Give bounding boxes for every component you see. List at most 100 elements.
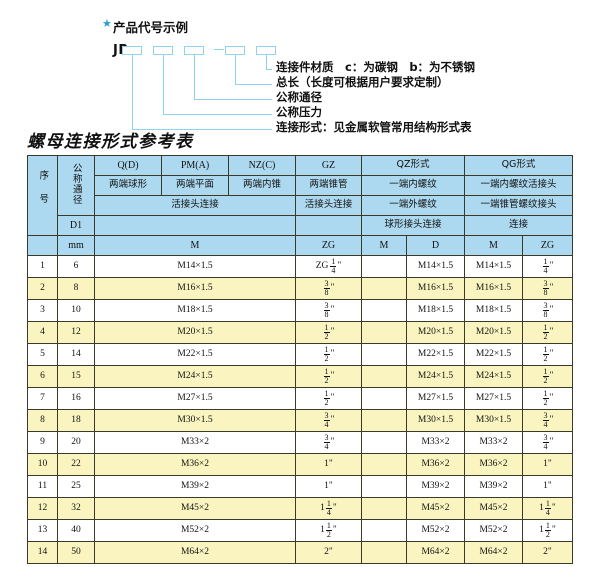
cell-qg-m: M18×1.5 — [464, 299, 523, 322]
header-conn-left: 活接头连接 — [94, 195, 296, 216]
cell-seq: 13 — [27, 519, 58, 542]
cell-qz-m — [361, 299, 407, 322]
leader-line-v-2 — [235, 55, 236, 84]
table-row: 8 18 M30×1.5 3 4 " M30×1.5 M30×1.5 3 4 " — [27, 409, 573, 432]
cell-qg-m: M45×2 — [464, 497, 523, 520]
header-qg-desc2: 一端锥管螺纹接头 — [464, 195, 573, 216]
page-title: 螺母连接形式参考表 — [27, 132, 194, 152]
code-note-conn-type: 连接形式：见金属软管常用结构形式表 — [276, 120, 472, 134]
cell-bore: 15 — [57, 365, 95, 388]
cell-bore: 6 — [57, 255, 95, 278]
header-desc-nzc: 两端内锥 — [228, 175, 296, 196]
cell-gz: 3 4 " — [295, 409, 362, 432]
cell-seq: 7 — [27, 387, 58, 410]
cell-qg-zg: 3 8 " — [522, 277, 573, 300]
code-box-5 — [256, 46, 276, 55]
cell-seq: 14 — [27, 541, 58, 564]
cell-qz-d: M64×2 — [406, 541, 465, 564]
header-seq-blank — [27, 235, 58, 256]
cell-qg-m: M39×2 — [464, 475, 523, 498]
header-desc-qz: 一端内螺纹 — [361, 175, 465, 196]
cell-qz-d: M39×2 — [406, 475, 465, 498]
cell-qg-zg: 3 8 " — [522, 299, 573, 322]
cell-seq: 12 — [27, 497, 58, 520]
table-row: 5 14 M22×1.5 1 2 " M22×1.5 M22×1.5 1 2 " — [27, 343, 573, 366]
cell-gz: 1 2 " — [295, 387, 362, 410]
cell-bore: 22 — [57, 453, 95, 476]
cell-qz-d: M24×1.5 — [406, 365, 465, 388]
cell-seq: 11 — [27, 475, 58, 498]
header-qg-zg: ZG — [522, 235, 573, 256]
header-bore: 公称通径 — [57, 155, 95, 216]
table-row: 4 12 M20×1.5 1 2 " M20×1.5 M20×1.5 1 2 " — [27, 321, 573, 344]
cell-bore: 40 — [57, 519, 95, 542]
header-row-d1: D1 球形接头连接 连接 — [28, 215, 573, 236]
code-box-2 — [153, 46, 173, 55]
table-row: 13 40 M52×2 1 1 2 " M52×2 M52×2 1 1 2 " — [27, 519, 573, 542]
cell-seq: 6 — [27, 365, 58, 388]
cell-thread-m: M27×1.5 — [94, 387, 296, 410]
cell-bore: 32 — [57, 497, 95, 520]
leader-line-h-4 — [163, 114, 272, 115]
header-group-qg: QG形式 — [464, 155, 573, 176]
header-desc-pma: 两端平面 — [161, 175, 229, 196]
cell-thread-m: M45×2 — [94, 497, 296, 520]
cell-gz: 3 8 " — [295, 277, 362, 300]
table-row: 10 22 M36×2 1" M36×2 M36×2 1" — [27, 453, 573, 476]
table-row: 3 10 M18×1.5 3 8 " M18×1.5 M18×1.5 3 8 " — [27, 299, 573, 322]
cell-seq: 1 — [27, 255, 58, 278]
cell-bore: 25 — [57, 475, 95, 498]
cell-gz: 3 4 " — [295, 431, 362, 454]
cell-seq: 3 — [27, 299, 58, 322]
cell-qg-m: M36×2 — [464, 453, 523, 476]
cell-qg-m: M33×2 — [464, 431, 523, 454]
cell-thread-m: M14×1.5 — [94, 255, 296, 278]
header-row-units: mm M ZG M D M ZG — [27, 235, 573, 256]
cell-qz-d: M45×2 — [406, 497, 465, 520]
cell-bore: 16 — [57, 387, 95, 410]
leader-line-h-5 — [132, 129, 272, 130]
cell-qg-m: M20×1.5 — [464, 321, 523, 344]
table-row: 6 15 M24×1.5 1 2 " M24×1.5 M24×1.5 1 2 " — [27, 365, 573, 388]
cell-qg-m: M14×1.5 — [464, 255, 523, 278]
table-row: 11 25 M39×2 1" M39×2 M39×2 1" — [27, 475, 573, 498]
cell-bore: 50 — [57, 541, 95, 564]
cell-qg-zg: 1 2 " — [522, 343, 573, 366]
header-desc-qg: 一端内螺纹活接头 — [464, 175, 573, 196]
table-row: 2 8 M16×1.5 3 8 " M16×1.5 M16×1.5 3 8 " — [27, 277, 573, 300]
cell-thread-m: M22×1.5 — [94, 343, 296, 366]
cell-bore: 10 — [57, 299, 95, 322]
header-group-pma: PM(A) — [161, 155, 229, 176]
cell-bore: 20 — [57, 431, 95, 454]
header-qz-m: M — [361, 235, 407, 256]
cell-thread-m: M64×2 — [94, 541, 296, 564]
cell-seq: 5 — [27, 343, 58, 366]
cell-gz: ZG 1 4 " — [295, 255, 362, 278]
code-box-4 — [225, 46, 245, 55]
leader-line-h-2 — [235, 84, 272, 85]
cell-qz-d: M16×1.5 — [406, 277, 465, 300]
cell-qg-m: M16×1.5 — [464, 277, 523, 300]
cell-qg-zg: 3 4 " — [522, 431, 573, 454]
header-qz-desc3: 球形接头连接 — [361, 215, 465, 236]
header-seq: 序号 — [27, 155, 58, 236]
leader-line-v-4 — [163, 55, 164, 114]
cell-gz: 3 8 " — [295, 299, 362, 322]
leader-line-h-3 — [194, 99, 272, 100]
cell-qz-d: M22×1.5 — [406, 343, 465, 366]
cell-thread-m: M33×2 — [94, 431, 296, 454]
header-bore-sub: D1 — [57, 215, 95, 236]
header-blank-left — [94, 215, 296, 236]
header-row-desc1: 两端球形 两端平面 两端内锥 两端锥管 一端内螺纹 一端内螺纹活接头 — [28, 175, 573, 196]
cell-gz: 1 2 " — [295, 321, 362, 344]
cell-qz-m — [361, 365, 407, 388]
code-note-pressure: 公称压力 — [276, 105, 322, 119]
cell-qg-m: M24×1.5 — [464, 365, 523, 388]
table-body: 序号 公称通径 Q(D) PM(A) NZ(C) GZ QZ形式 QG形式 两端… — [27, 155, 573, 564]
star-icon: ★ — [102, 18, 112, 30]
header-group-nzc: NZ(C) — [228, 155, 296, 176]
cell-qg-zg: 2" — [522, 541, 573, 564]
code-separator-dash — [214, 49, 224, 50]
header-gz-desc2: 活接头连接 — [295, 195, 362, 216]
cell-qz-m — [361, 497, 407, 520]
